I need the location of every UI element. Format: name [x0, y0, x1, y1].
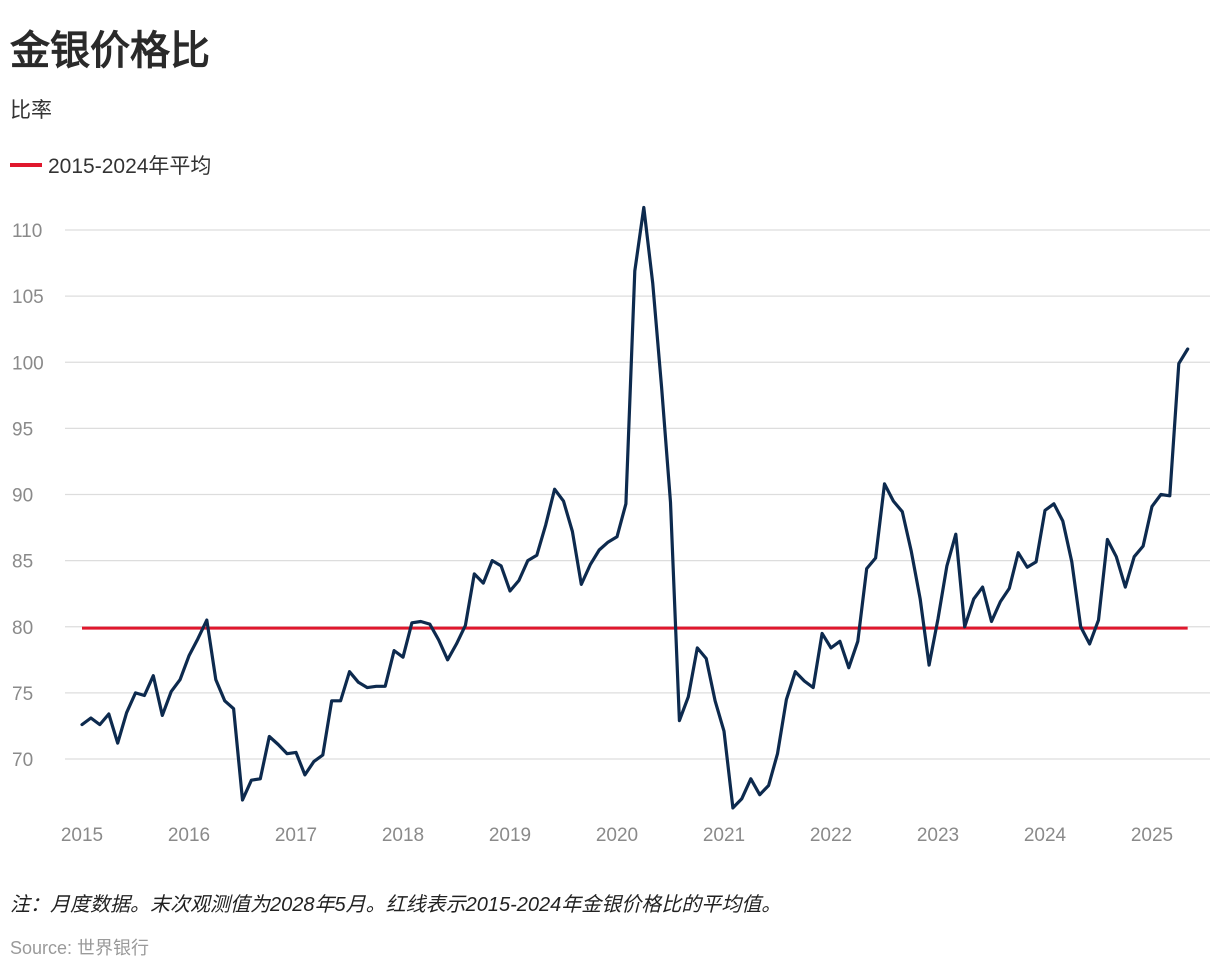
y-axis-ticks: 70 75 80 85 90 95 100 105 110	[12, 221, 44, 771]
y-tick-label: 80	[12, 618, 33, 639]
footnote: 注：月度数据。末次观测值为2028年5月。红线表示2015-2024年金银价格比…	[10, 894, 782, 916]
x-tick-label: 2021	[703, 825, 745, 846]
x-tick-label: 2022	[810, 825, 852, 846]
legend-average-swatch	[10, 163, 42, 167]
y-tick-label: 95	[12, 419, 33, 440]
series-group	[80, 205, 1190, 810]
y-tick-label: 110	[12, 221, 42, 242]
x-tick-label: 2018	[382, 825, 424, 846]
legend-average-label: 2015-2024年平均	[48, 155, 212, 178]
y-tick-label: 90	[12, 486, 33, 507]
legend: 2015-2024年平均	[10, 150, 211, 180]
x-tick-label: 2015	[61, 825, 103, 846]
series-line	[80, 205, 1190, 810]
x-tick-label: 2024	[1024, 825, 1067, 846]
y-tick-label: 105	[12, 287, 44, 308]
y-tick-label: 75	[12, 684, 33, 705]
x-tick-label: 2025	[1131, 825, 1173, 846]
x-tick-label: 2016	[168, 825, 210, 846]
y-tick-label: 100	[12, 353, 44, 374]
chart-title: 金银价格比	[10, 29, 210, 73]
x-tick-label: 2017	[275, 825, 317, 846]
x-axis-ticks: 2015 2016 2017 2018 2019 2020 2021 2022 2023 2024…	[61, 825, 1173, 846]
y-tick-label: 70	[12, 750, 33, 771]
chart-subtitle: 比率	[10, 99, 52, 122]
gridlines	[65, 229, 1210, 760]
x-tick-label: 2023	[917, 825, 959, 846]
source-label: Source: 世界银行	[10, 938, 150, 958]
x-tick-label: 2020	[596, 825, 638, 846]
x-tick-label: 2019	[489, 825, 531, 846]
y-tick-label: 85	[12, 552, 33, 573]
